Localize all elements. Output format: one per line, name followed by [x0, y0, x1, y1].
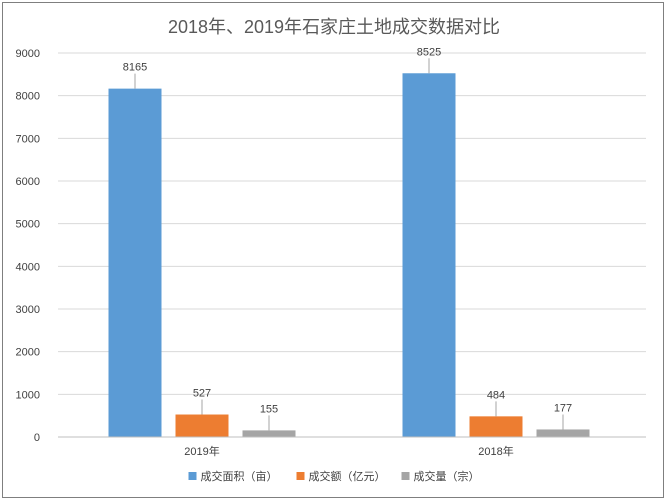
data-labels: 8165 527 155 8525 484 177 — [123, 46, 572, 431]
legend: 成交面积（亩） 成交额（亿元） 成交量（宗） — [188, 469, 480, 483]
y-tick-label: 3000 — [16, 304, 40, 316]
legend-swatch — [401, 472, 410, 480]
y-tick-label: 2000 — [16, 347, 40, 359]
legend-swatch — [296, 472, 305, 480]
legend-swatch — [188, 472, 197, 480]
data-label: 484 — [487, 389, 505, 401]
data-label: 527 — [193, 388, 211, 400]
legend-label: 成交额（亿元） — [309, 469, 386, 483]
bar — [108, 88, 162, 438]
data-label: 8165 — [123, 62, 147, 74]
y-tick-label: 9000 — [16, 48, 40, 60]
x-tick-label: 2018年 — [478, 444, 513, 458]
bar — [536, 429, 590, 437]
axes: 0 1000 2000 3000 4000 5000 6000 7000 8000 9000 201… — [16, 48, 646, 458]
bar — [469, 416, 523, 437]
chart-title: 2018年、2019年石家庄土地成交数据对比 — [168, 17, 500, 37]
y-tick-label: 4000 — [16, 261, 40, 273]
legend-label: 成交量（宗） — [414, 469, 480, 483]
bars — [108, 73, 590, 438]
y-tick-label: 5000 — [16, 219, 40, 231]
y-tick-label: 7000 — [16, 133, 40, 145]
x-tick-label: 2019年 — [184, 444, 219, 458]
y-tick-label: 1000 — [16, 389, 40, 401]
legend-label: 成交面积（亩） — [201, 469, 278, 483]
bar — [402, 73, 456, 438]
data-label: 177 — [554, 402, 572, 414]
data-label: 8525 — [417, 46, 441, 58]
bar — [175, 414, 229, 437]
y-tick-label: 6000 — [16, 176, 40, 188]
y-tick-label: 8000 — [16, 91, 40, 103]
bar — [242, 430, 296, 437]
y-tick-label: 0 — [34, 432, 40, 444]
data-label: 155 — [260, 403, 278, 415]
